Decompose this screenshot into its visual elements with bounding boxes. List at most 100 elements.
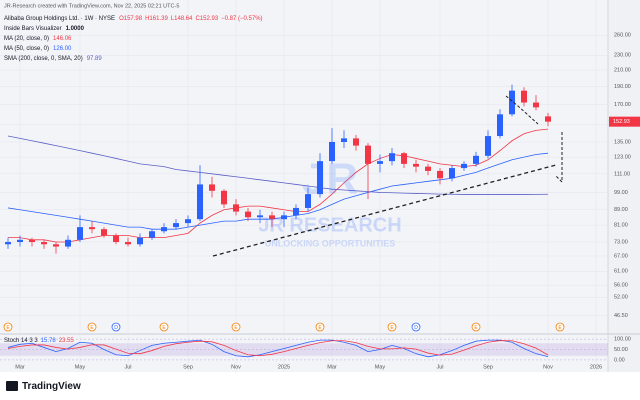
x-tick-label: Mar <box>327 364 337 370</box>
quote-open: O157.98 <box>119 16 143 22</box>
y-tick-label: 111.00 <box>614 171 630 177</box>
legend-entry: MA (50, close, 0) 126.00 <box>4 46 72 52</box>
candle-body <box>125 242 131 245</box>
event-label: D <box>414 325 418 331</box>
candle-body <box>437 170 443 179</box>
event-label: E <box>318 325 322 331</box>
event-marker <box>87 322 97 332</box>
x-tick-label: Mar <box>15 364 25 370</box>
candle-body <box>533 102 539 108</box>
ma-line <box>8 128 549 243</box>
symbol: Alibaba Group Holdings Ltd. · 1W · NYSE <box>4 16 115 22</box>
event-label: E <box>90 325 94 331</box>
candle-body <box>5 242 11 245</box>
x-tick-label: Jul <box>436 364 443 370</box>
y-tick-label: 210.00 <box>614 68 631 74</box>
candle-body <box>113 235 119 243</box>
candle-body <box>401 153 407 164</box>
footer-bar <box>0 372 640 400</box>
candle-body <box>233 204 239 212</box>
osc-tick-label: 0.00 <box>614 357 625 363</box>
y-tick-label: 230.00 <box>614 53 631 59</box>
legend-value: 97.89 <box>87 56 103 62</box>
candle-body <box>257 215 263 218</box>
candle-body <box>101 229 107 236</box>
osc-tick-label: 100.00 <box>614 337 631 343</box>
quote-close: C152.93 <box>195 16 218 22</box>
event-marker <box>411 322 421 332</box>
legend-entry: SMA (200, close, 0, SMA, 20) 97.89 <box>4 56 102 62</box>
osc-tick-label: 50.00 <box>614 347 628 353</box>
candle-body <box>329 141 335 162</box>
event-marker <box>555 322 565 332</box>
event-marker <box>315 322 325 332</box>
legend-name: MA (20, close, 0) <box>4 36 49 42</box>
osc-name: Stoch 14 3 3 <box>4 338 38 344</box>
candle-body <box>293 207 299 216</box>
osc-legend: Stoch 14 3 3 15.78 23.55 <box>4 338 74 344</box>
y-tick-label: 99.00 <box>614 190 628 196</box>
quote-low: L148.64 <box>171 16 193 22</box>
ma-line <box>7 135 549 195</box>
candle-body <box>365 145 371 164</box>
legend-value: 126.00 <box>53 46 72 52</box>
candle-body <box>173 223 179 228</box>
candle-body <box>413 163 419 167</box>
event-label: E <box>390 325 394 331</box>
quote-change: −0.87 (−0.57%) <box>221 16 262 22</box>
legend-name: MA (50, close, 0) <box>4 46 49 52</box>
candle-body <box>77 227 83 240</box>
y-tick-label: 260.00 <box>614 33 631 39</box>
watermark-tagline: UNLOCKING OPPORTUNITIES <box>265 238 396 248</box>
plot-area <box>0 0 608 372</box>
legend-entry: MA (20, close, 0) 146.06 <box>4 36 72 42</box>
layer: 46.50 52.00 56.00 61.00 67.00 73.00 81.00 89.00… <box>0 0 640 372</box>
candle-body <box>281 215 287 220</box>
event-label: E <box>234 325 238 331</box>
candle-body <box>389 153 395 162</box>
footer-logo <box>6 381 18 391</box>
candle-body <box>29 239 35 243</box>
legend: MA (20, close, 0) 146.06 MA (50, close, 0)… <box>4 36 102 62</box>
stoch-d <box>7 340 549 357</box>
y-tick-label: 73.00 <box>614 239 628 245</box>
x-tick-label: 2026 <box>590 364 602 370</box>
y-tick-label: 52.00 <box>614 295 628 301</box>
candle-body <box>185 219 191 224</box>
x-tick-label: Nov <box>231 364 241 370</box>
quote-line: Alibaba Group Holdings Ltd. · 1W · NYSE O… <box>4 16 263 22</box>
candle-body <box>209 184 215 191</box>
candle-body <box>149 231 155 238</box>
last-price-label: 152.93 <box>613 119 630 125</box>
legend-value: 146.06 <box>53 36 72 42</box>
event-label: E <box>558 325 562 331</box>
event-label: E <box>474 325 478 331</box>
footer-brand: TradingView <box>22 381 81 392</box>
stoch-k <box>7 339 549 358</box>
candle-body <box>497 114 503 137</box>
x-tick-label: Jul <box>124 364 131 370</box>
event-marker <box>159 322 169 332</box>
candle-body <box>473 155 479 164</box>
y-tick-label: 123.00 <box>614 155 631 161</box>
y-tick-label: 81.00 <box>614 223 628 229</box>
y-tick-label: 190.00 <box>614 84 631 90</box>
y-tick-label: 170.00 <box>614 102 631 108</box>
x-tick-label: Sep <box>483 364 493 370</box>
y-tick-label: 67.00 <box>614 253 628 259</box>
legend-name: SMA (200, close, 0, SMA, 20) <box>4 56 83 62</box>
event-marker <box>231 322 241 332</box>
candle-body <box>137 237 143 245</box>
x-tick-label: May <box>375 364 386 370</box>
event-marker <box>111 322 121 332</box>
event-marker <box>3 322 13 332</box>
candle-body <box>449 168 455 179</box>
attribution: JR-Research created with TradingView.com… <box>4 3 179 9</box>
candle-body <box>317 161 323 195</box>
candle-body <box>377 161 383 164</box>
candle-body <box>41 242 47 245</box>
y-tick-label: 46.50 <box>614 313 628 319</box>
ma-line <box>7 152 549 230</box>
event-label: E <box>6 325 10 331</box>
trend-arrow <box>505 95 539 125</box>
